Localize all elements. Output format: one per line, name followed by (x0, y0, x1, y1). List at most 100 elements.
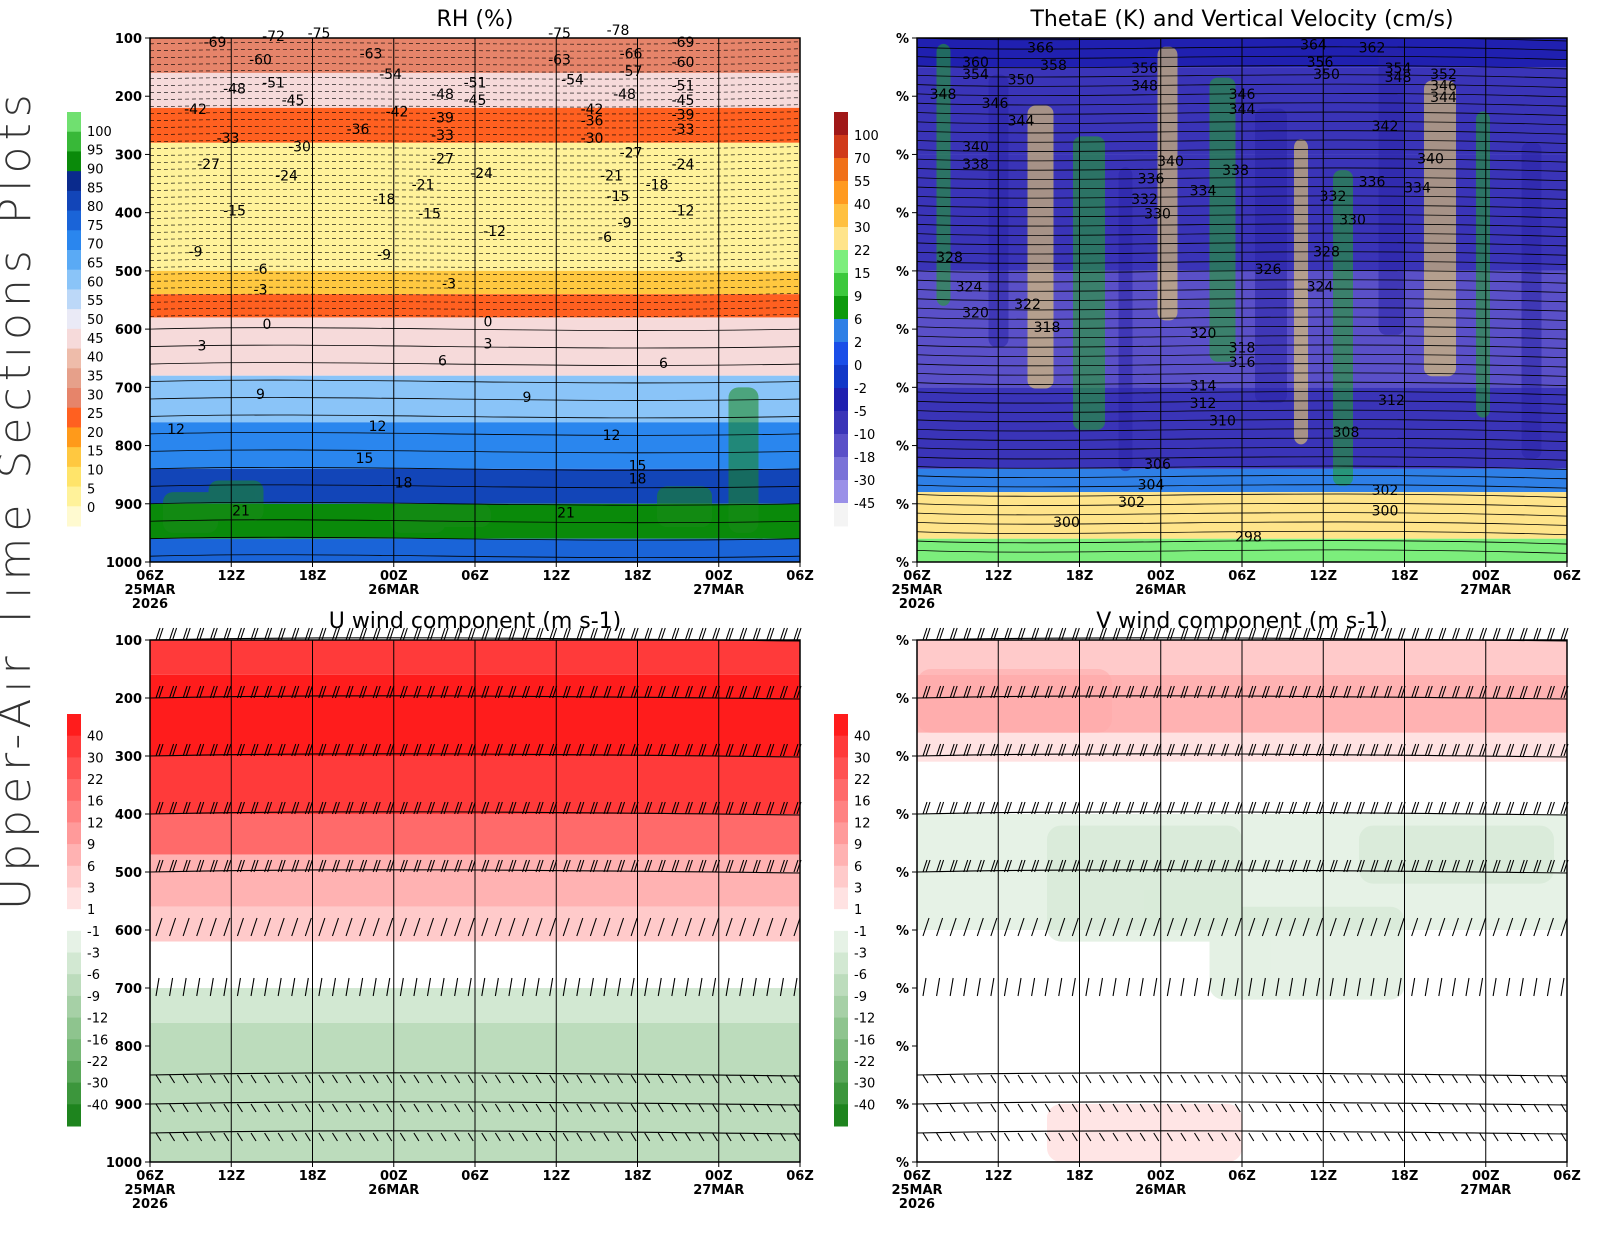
rh-colorbar-swatch (67, 269, 81, 290)
uwind-barb (549, 1103, 556, 1113)
uwind-barb (169, 743, 178, 757)
uwind-barb (467, 685, 476, 699)
uwind-barb (264, 1132, 271, 1142)
uwind-barb (494, 627, 503, 641)
rh-contour-label: 12 (603, 428, 621, 444)
uwind-barb (766, 1103, 773, 1113)
uwind-barb (291, 1103, 298, 1113)
uwind-barb (481, 1132, 488, 1142)
uwind-barb (331, 627, 340, 641)
uwind-barb (698, 627, 707, 641)
uwind-barb (657, 627, 666, 641)
uwind-barb (617, 1074, 623, 1084)
vwind-barb (1506, 627, 1515, 641)
vwind-barb (1098, 627, 1107, 641)
vwind-date-label: 26MAR (1135, 1183, 1186, 1198)
vwind-barb (1397, 1074, 1404, 1084)
uwind-barb (318, 685, 327, 699)
uwind-barb (521, 917, 530, 937)
uwind-barb (223, 685, 232, 699)
rh-solid-isoline (149, 414, 801, 419)
uwind-barb (426, 627, 436, 641)
vwind-barb (990, 1103, 997, 1113)
vwind-barb (1003, 1103, 1010, 1113)
vwind-barb (1424, 627, 1433, 641)
vwind-barb (963, 627, 972, 641)
uwind-barb (386, 743, 395, 757)
vwind-barb (1329, 917, 1337, 937)
uwind-colorbar-label: 6 (87, 860, 95, 875)
uwind-barb (508, 801, 517, 815)
vwind-barb (949, 627, 958, 641)
uwind-barb (440, 859, 449, 873)
rh-solid-isoline (149, 397, 801, 401)
uwind-colorbar-swatch (67, 800, 81, 823)
vwind-x-tick-label: 12Z (1309, 1169, 1337, 1184)
thetae-thetae-contour (916, 46, 1568, 51)
uwind-barb (698, 917, 706, 937)
rh-y-tick-label: 300 (115, 148, 142, 163)
vwind-barb (1193, 743, 1203, 757)
thetae-contour-label: 304 (1138, 477, 1165, 493)
rh-contour-label: 21 (557, 505, 575, 521)
uwind-barb (399, 685, 408, 699)
thetae-colorbar-label: -30 (854, 474, 875, 489)
vwind-barb (1492, 1132, 1499, 1142)
uwind-barb (169, 917, 177, 937)
thetae-thetae-contour (916, 307, 1568, 312)
thetae-contour-label: 300 (1372, 504, 1399, 520)
uwind-barb (413, 685, 422, 699)
vwind-barb (1343, 859, 1352, 873)
vwind-anomaly-patch (1047, 1104, 1242, 1162)
thetae-contour-label: 348 (1131, 78, 1158, 94)
uwind-colorbar-label: 3 (87, 881, 95, 896)
rh-contour-label: -3 (670, 250, 684, 266)
thetae-contour-label: 298 (1235, 530, 1262, 546)
thetae-contour-label: 332 (1320, 189, 1347, 205)
vwind-barb (1370, 1132, 1377, 1142)
vwind-barb (1153, 1074, 1160, 1084)
vwind-barb (1519, 1074, 1526, 1084)
rh-contour-label: 12 (167, 422, 185, 438)
rh-time-grid (230, 38, 720, 562)
uwind-barb (684, 1074, 691, 1084)
vwind-barb (949, 917, 957, 937)
rh-colorbar-swatch (67, 466, 81, 488)
uwind-barb (318, 977, 323, 997)
uwind-barb (413, 917, 421, 937)
uwind-barb (712, 685, 721, 699)
uwind-barb (698, 743, 707, 757)
uwind-barb (236, 859, 245, 873)
uwind-barb (169, 627, 178, 641)
vwind-barb (1329, 977, 1334, 997)
uwind-barb (793, 977, 798, 997)
uwind-barb (739, 1103, 746, 1113)
vwind-barb (1302, 801, 1311, 815)
vwind-barb (1370, 743, 1379, 757)
uwind-barb (277, 859, 286, 873)
uwind-barb (413, 801, 422, 815)
rh-colorbar-label: 15 (87, 445, 104, 460)
vwind-barb (1316, 1074, 1323, 1084)
vwind-barb (1207, 627, 1216, 641)
vwind-barb (949, 1103, 956, 1113)
vwind-barb (1248, 1132, 1255, 1142)
uwind-barb (250, 859, 259, 873)
rh-solid-isoline (149, 484, 801, 489)
thetae-thetae-contour (916, 270, 1568, 275)
uwind-barb (345, 917, 353, 937)
thetae-colorbar-label: -10 (854, 428, 875, 443)
rh-date-label: 25MAR (124, 583, 175, 598)
thetae-contour-label: 314 (1190, 378, 1217, 394)
vwind-barb (1193, 859, 1203, 873)
rh-colorbar-label: 25 (87, 407, 104, 422)
thetae-updraft-column (1209, 77, 1236, 362)
uwind-barb (209, 1074, 216, 1084)
vwind-barb (990, 977, 995, 997)
thetae-contour-label: 358 (1040, 58, 1067, 74)
thetae-colorbar-label: 0 (854, 359, 862, 374)
uwind-colorbar-label: 9 (87, 838, 95, 853)
uwind-x-tick-label: 06Z (461, 1169, 489, 1184)
vwind-barb (1275, 1132, 1282, 1142)
